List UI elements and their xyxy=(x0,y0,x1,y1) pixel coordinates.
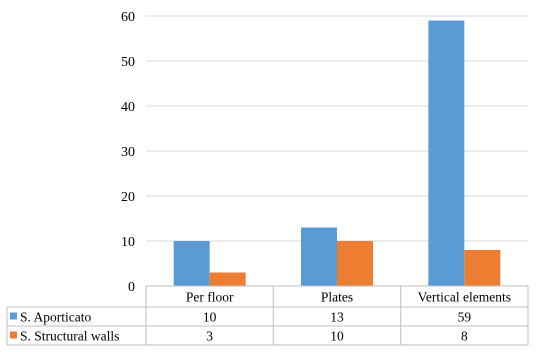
bar-aporticato xyxy=(428,20,465,286)
y-tick-label: 50 xyxy=(121,55,135,70)
y-tick-label: 40 xyxy=(121,100,135,115)
bar-structural-walls xyxy=(337,241,373,286)
bar-aporticato xyxy=(173,241,210,286)
table-value: 13 xyxy=(330,310,344,325)
category-label: Per floor xyxy=(186,290,234,305)
table-value: 3 xyxy=(206,329,213,344)
legend-label: S. Aporticato xyxy=(20,310,91,325)
y-tick-label: 0 xyxy=(128,280,135,295)
category-label: Vertical elements xyxy=(418,290,511,305)
table-value: 10 xyxy=(203,310,217,325)
legend-key xyxy=(10,331,17,339)
table-value: 8 xyxy=(461,329,468,344)
y-tick-label: 30 xyxy=(121,145,135,160)
legend-label: S. Structural walls xyxy=(20,329,119,344)
bar-aporticato xyxy=(301,227,337,286)
y-tick-label: 10 xyxy=(121,235,135,250)
bar-structural-walls xyxy=(209,272,246,286)
legend-key xyxy=(10,312,17,320)
table-value: 59 xyxy=(458,310,472,325)
y-tick-label: 60 xyxy=(121,10,135,25)
table-value: 10 xyxy=(330,329,344,344)
y-tick-label: 20 xyxy=(121,190,135,205)
category-label: Plates xyxy=(321,290,353,305)
bar-structural-walls xyxy=(464,250,501,286)
